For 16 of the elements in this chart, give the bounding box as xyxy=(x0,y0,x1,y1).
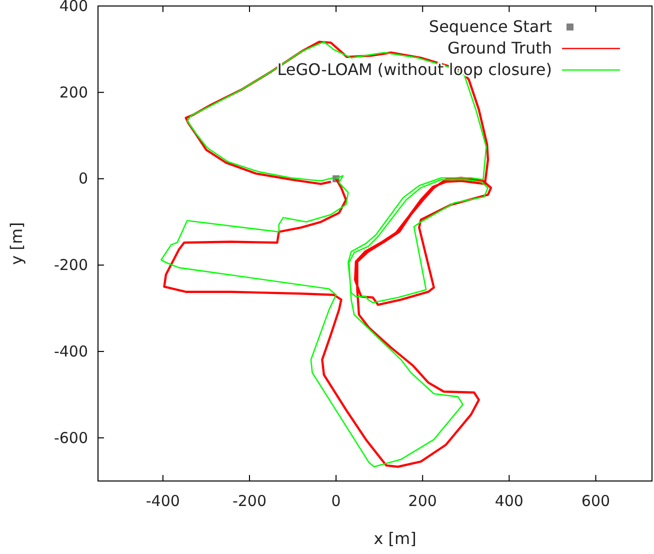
x-tick-label: 0 xyxy=(331,492,341,510)
x-tick-label: 600 xyxy=(581,492,610,510)
y-tick-label: 200 xyxy=(59,83,88,102)
y-tick-label: -400 xyxy=(54,342,88,360)
legend-label: Sequence Start xyxy=(428,17,552,36)
y-tick-label: 0 xyxy=(78,170,88,188)
y-tick-label: 400 xyxy=(59,0,88,15)
y-tick-label: -200 xyxy=(54,256,88,274)
y-axis-title: y [m] xyxy=(7,222,26,265)
y-tick-label: -600 xyxy=(54,428,88,447)
x-tick-label: -200 xyxy=(232,492,267,510)
x-tick-label: -400 xyxy=(146,492,180,510)
legend-label: Ground Truth xyxy=(448,38,552,58)
x-axis-title: x [m] xyxy=(374,529,416,548)
x-tick-label: 200 xyxy=(408,492,437,510)
x-tick-label: 400 xyxy=(494,492,524,510)
